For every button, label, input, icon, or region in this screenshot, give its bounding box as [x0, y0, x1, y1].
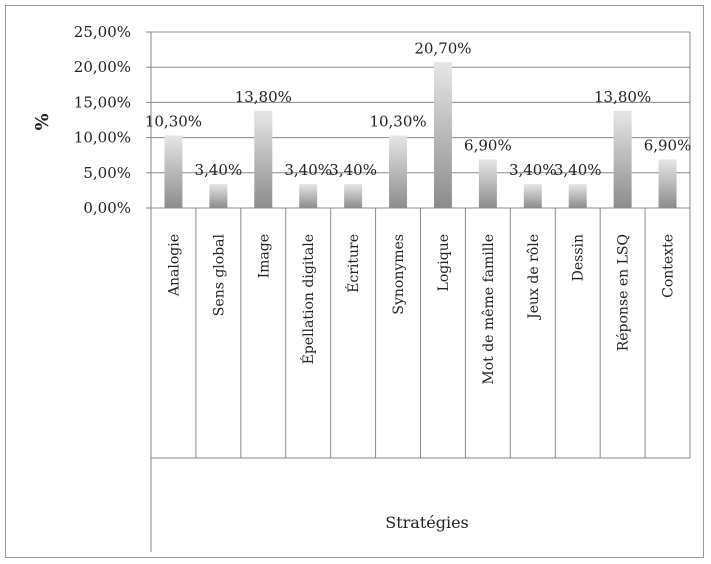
category-label: Image: [256, 234, 272, 278]
category-label: Jeux de rôle: [526, 234, 542, 321]
y-tick-label: 5,00%: [83, 164, 131, 182]
y-tick-label: 25,00%: [74, 23, 131, 41]
y-tick-label: 15,00%: [74, 93, 131, 111]
bar: [523, 184, 542, 208]
data-label: 20,70%: [414, 39, 471, 57]
bar: [433, 62, 452, 208]
category-label: Réponse en LSQ: [616, 234, 632, 351]
data-label: 13,80%: [235, 88, 292, 106]
y-tick-label: 20,00%: [74, 58, 131, 76]
y-axis-title: %: [32, 113, 53, 130]
category-label: Dessin: [571, 234, 587, 281]
data-label: 10,30%: [145, 112, 202, 130]
category-label: Épellation digitale: [299, 234, 317, 364]
category-label: Contexte: [661, 234, 677, 298]
axes: [146, 31, 691, 552]
bar: [164, 135, 183, 208]
bars: [164, 62, 677, 208]
data-label: 3,40%: [329, 161, 377, 179]
data-label: 3,40%: [554, 161, 602, 179]
data-label: 3,40%: [284, 161, 332, 179]
category-label: Logique: [436, 234, 452, 291]
data-label: 6,90%: [464, 136, 512, 154]
category-label: Mot de même famille: [481, 234, 497, 385]
bar: [344, 184, 363, 208]
bar: [209, 184, 228, 208]
category-label: Sens global: [211, 233, 227, 316]
bar: [613, 110, 632, 208]
x-axis-title: Stratégies: [385, 513, 469, 532]
bar: [254, 110, 273, 208]
bar: [478, 159, 497, 208]
bar: [299, 184, 318, 208]
category-label: Écriture: [344, 234, 362, 293]
bar: [568, 184, 587, 208]
data-label: 10,30%: [369, 112, 426, 130]
data-label: 6,90%: [644, 136, 692, 154]
bar: [658, 159, 677, 208]
data-label: 13,80%: [594, 88, 651, 106]
chart-frame: [5, 5, 704, 558]
bar: [389, 135, 408, 208]
category-label: Synonymes: [391, 234, 407, 315]
category-label: Analogie: [166, 234, 182, 297]
labels: 0,00% 5,00% 10,00% 15,00% 20,00% 25,00% 10,30%…: [74, 23, 692, 385]
y-tick-label: 10,00%: [74, 129, 131, 147]
data-label: 3,40%: [509, 161, 557, 179]
data-label: 3,40%: [195, 161, 243, 179]
y-tick-label: 0,00%: [83, 199, 131, 217]
